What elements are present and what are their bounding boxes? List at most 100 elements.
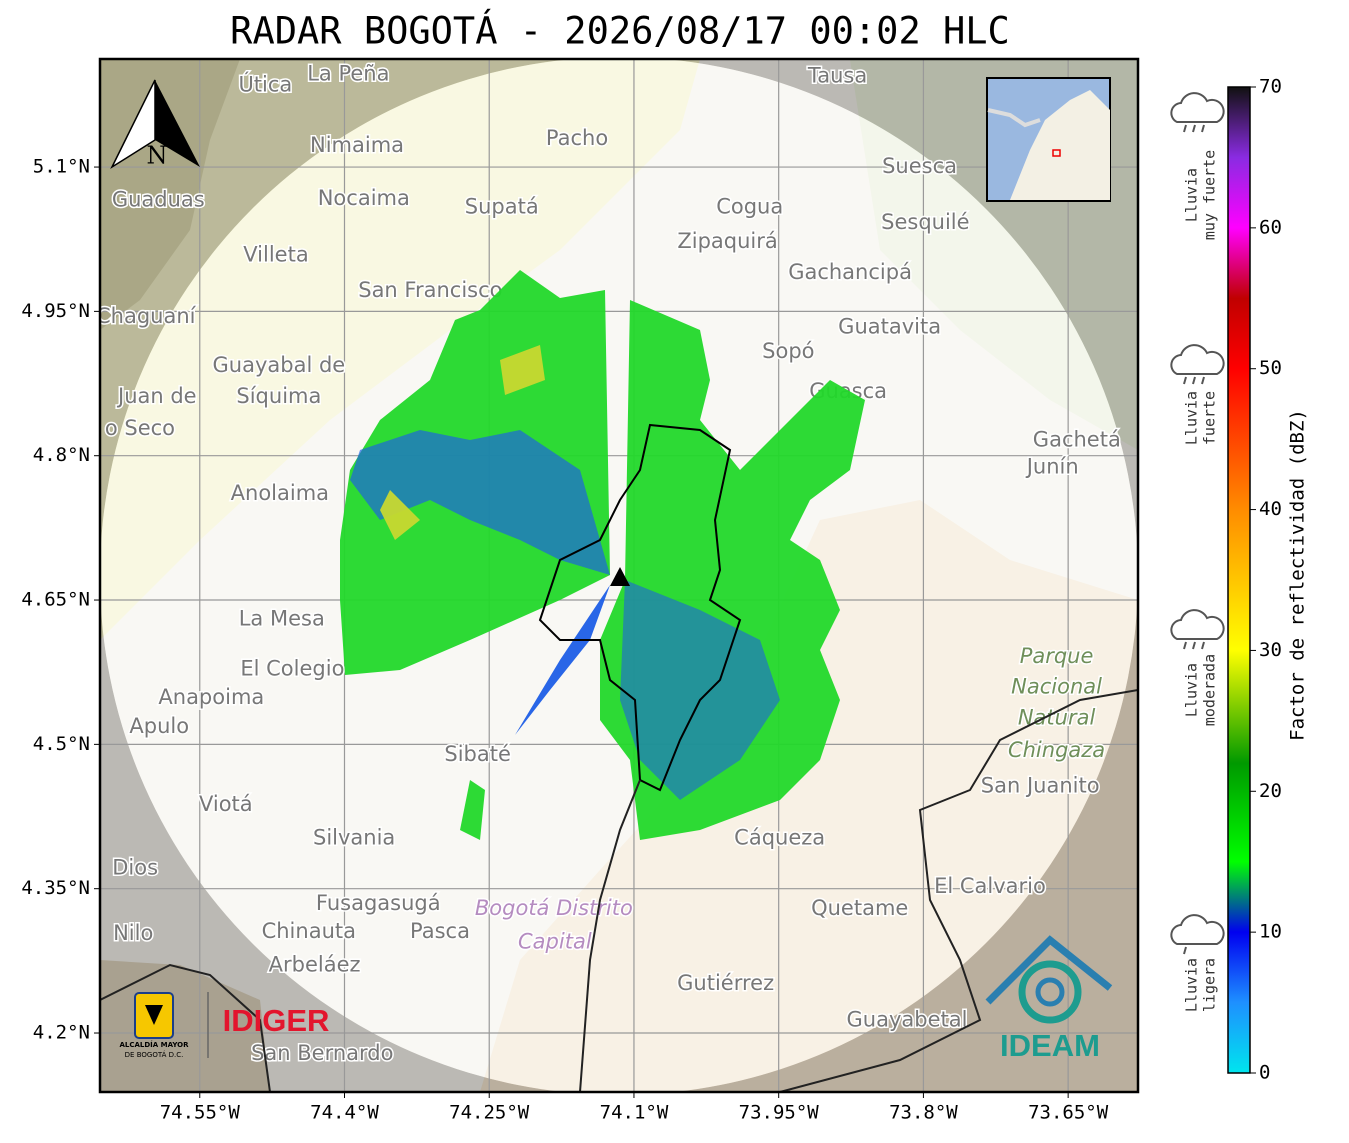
alcaldia-logo: ALCALDÍA MAYOR DE BOGOTÁ D.C. IDIGER — [119, 992, 329, 1059]
x-tick-label: 74.1°W — [600, 1102, 669, 1124]
rain-drop — [1183, 376, 1187, 385]
place-label: Parque — [1020, 644, 1094, 668]
ideam-label: IDEAM — [1000, 1028, 1100, 1063]
place-label: Villeta — [243, 243, 308, 267]
place-label: Suesca — [882, 154, 957, 178]
legend-label: fuerte — [1201, 391, 1219, 445]
echo — [515, 585, 610, 735]
place-label: Dios — [112, 855, 158, 879]
place-label: Nacional — [1011, 675, 1102, 699]
north-label: N — [147, 142, 168, 170]
y-tick-label: 4.95°N — [21, 300, 90, 322]
place-label: Nimaima — [310, 133, 404, 157]
x-tick-label: 73.95°W — [739, 1102, 820, 1124]
place-label: Guatavita — [838, 315, 941, 339]
place-label: La Mesa — [239, 606, 325, 630]
y-tick-label: 4.2°N — [33, 1022, 90, 1044]
title: RADAR BOGOTÁ - 2026/08/17 00:02 HLC — [230, 9, 1010, 53]
colorbar-tick-label: 10 — [1259, 921, 1282, 943]
place-label: Guayabetal — [847, 1008, 968, 1032]
weather-icon — [1170, 344, 1225, 375]
place-label: Útica — [238, 71, 292, 96]
y-tick-label: 4.35°N — [21, 877, 90, 899]
map: Útica La Peña Tausa Nimaima Pacho Suesca Guadu… — [100, 59, 1138, 1092]
radar-echo — [340, 270, 865, 840]
y-tick-label: 4.5°N — [33, 733, 90, 755]
legend-label: Lluvia — [1183, 958, 1201, 1012]
legend-item: Lluvia muy fuerte — [1170, 92, 1225, 240]
place-label: Pacho — [546, 126, 608, 150]
place-label: Gutiérrez — [677, 971, 774, 995]
legend-item: Lluvia ligera — [1170, 914, 1225, 1012]
colorbar-tick-label: 70 — [1259, 76, 1282, 98]
place-label: Nocaima — [318, 186, 410, 210]
legend-label: moderada — [1201, 654, 1219, 726]
colorbar-tick-label: 60 — [1259, 216, 1282, 238]
place-label: Silvania — [313, 826, 395, 850]
place-label: Juan de — [116, 384, 197, 408]
place-label: Guaduas — [112, 188, 205, 212]
place-label: Junín — [1025, 454, 1079, 478]
place-label: Cáqueza — [734, 826, 825, 850]
legend-label: Lluvia — [1183, 168, 1201, 222]
place-label: Nilo — [113, 921, 153, 945]
legend-item: Lluvia moderada — [1170, 609, 1225, 726]
alcaldia-line: ALCALDÍA MAYOR — [119, 1040, 189, 1049]
place-label: El Colegio — [240, 656, 344, 680]
rain-drop — [1192, 641, 1196, 650]
legend-item: Lluvia fuerte — [1170, 344, 1225, 445]
place-label: Fusagasugá — [316, 891, 441, 915]
rain-drop — [1183, 641, 1187, 650]
x-tick-label: 73.8°W — [889, 1102, 958, 1124]
place-label: Anolaima — [231, 481, 329, 505]
place-label: San Juanito — [981, 774, 1100, 798]
y-tick-label: 4.8°N — [33, 444, 90, 466]
rain-drop — [1201, 124, 1205, 133]
y-tick-label: 4.65°N — [21, 589, 90, 611]
echo — [350, 430, 610, 575]
place-label: Arbeláez — [269, 953, 361, 977]
colorbar-tick-label: 30 — [1259, 639, 1282, 661]
place-label: Cogua — [716, 194, 783, 218]
place-label: Tausa — [807, 64, 867, 88]
place-label: La Peña — [307, 62, 389, 86]
place-label: El Calvario — [934, 874, 1046, 898]
idiger-logo: IDIGER — [223, 1003, 330, 1038]
alcaldia-line: DE BOGOTÁ D.C. — [125, 1050, 184, 1059]
radar-site — [610, 567, 630, 586]
place-label: Anapoima — [158, 685, 264, 709]
inset-map — [986, 77, 1111, 202]
echo — [620, 580, 780, 800]
y-tick-label: 5.1°N — [33, 156, 90, 178]
place-label: Sopó — [762, 339, 814, 363]
rain-drop — [1183, 946, 1187, 955]
place-label: Síquima — [236, 384, 321, 408]
place-label: o Seco — [105, 416, 175, 440]
map-frame — [98, 57, 1140, 1094]
place-label: Apulo — [129, 714, 189, 738]
x-tick-label: 74.55°W — [160, 1102, 241, 1124]
place-label: Guayabal de — [213, 353, 346, 377]
place-label: Quetame — [811, 896, 908, 920]
legend-label: ligera — [1201, 958, 1219, 1012]
rain-drop — [1192, 124, 1196, 133]
place-label: Sibaté — [444, 742, 511, 766]
rain-drop — [1183, 124, 1187, 133]
place-label: Pasca — [410, 919, 470, 943]
x-tick-label: 73.65°W — [1028, 1102, 1109, 1124]
colorbar — [1227, 86, 1251, 1074]
x-tick-label: 74.4°W — [310, 1102, 379, 1124]
rain-drop — [1201, 376, 1205, 385]
department-boundary — [579, 689, 1138, 1092]
place-label: Sesquilé — [881, 210, 969, 234]
weather-icon — [1170, 914, 1225, 945]
x-tick-label: 74.25°W — [449, 1102, 530, 1124]
rain-drop — [1201, 641, 1205, 650]
rain-drop — [1192, 376, 1196, 385]
place-label: Viotá — [199, 792, 253, 816]
colorbar-tick-label: 20 — [1259, 780, 1282, 802]
ideam-logo: IDEAM — [985, 935, 1113, 1063]
place-label: Gachetá — [1033, 427, 1121, 451]
weather-icon — [1170, 609, 1225, 640]
